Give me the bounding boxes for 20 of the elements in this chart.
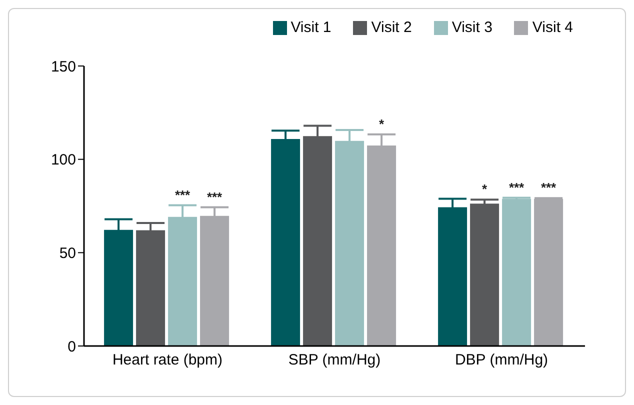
y-tick-label: 0 bbox=[68, 338, 76, 356]
bar bbox=[470, 204, 500, 346]
legend-label: Visit 3 bbox=[452, 19, 492, 36]
y-tick-label: 50 bbox=[59, 244, 76, 262]
data-label: * bbox=[379, 116, 386, 132]
data-label: *** bbox=[206, 189, 224, 204]
data-label: * bbox=[482, 182, 488, 197]
bar bbox=[502, 198, 532, 346]
data-label: *** bbox=[508, 180, 526, 195]
y-tick-label: 150 bbox=[50, 58, 76, 76]
data-label: *** bbox=[540, 180, 558, 196]
x-tick-label: SBP (mm/Hg) bbox=[288, 352, 381, 369]
data-label: *** bbox=[174, 187, 192, 202]
x-tick-label: DBP (mm/Hg) bbox=[454, 352, 548, 369]
bar bbox=[534, 198, 564, 346]
legend-label: Visit 4 bbox=[532, 19, 573, 36]
y-tick-label: 100 bbox=[50, 152, 76, 169]
legend-label: Visit 1 bbox=[290, 19, 332, 36]
x-tick-label: Heart rate (bpm) bbox=[112, 352, 223, 369]
legend-label: Visit 2 bbox=[371, 19, 412, 36]
